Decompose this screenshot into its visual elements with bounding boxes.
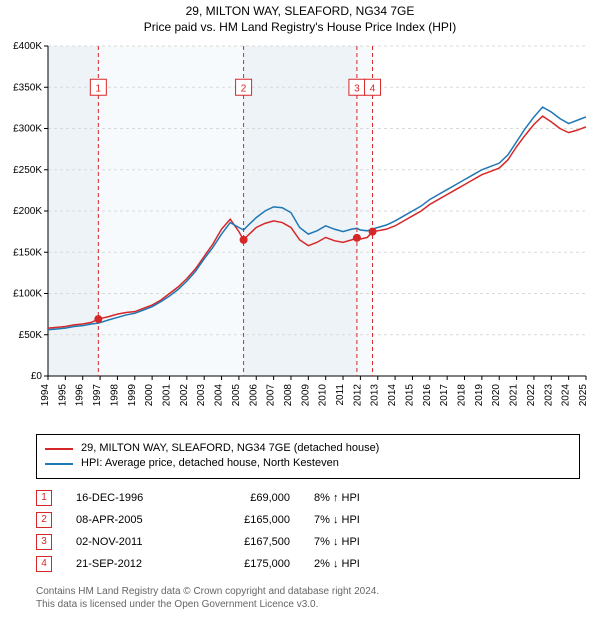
chart-legend: 29, MILTON WAY, SLEAFORD, NG34 7GE (deta… (36, 434, 580, 479)
chart-title-block: 29, MILTON WAY, SLEAFORD, NG34 7GE Price… (0, 0, 600, 36)
svg-text:1994: 1994 (40, 384, 51, 407)
svg-text:2021: 2021 (509, 384, 520, 407)
svg-text:1997: 1997 (92, 384, 103, 407)
svg-text:1: 1 (96, 83, 102, 94)
svg-text:1998: 1998 (109, 384, 120, 407)
event-marker-icon: 3 (36, 534, 52, 550)
legend-label: HPI: Average price, detached house, Nort… (81, 456, 339, 471)
legend-item-price: 29, MILTON WAY, SLEAFORD, NG34 7GE (deta… (45, 441, 571, 456)
svg-text:£200K: £200K (13, 206, 42, 217)
attribution-footer: Contains HM Land Registry data © Crown c… (36, 585, 580, 611)
svg-text:2015: 2015 (404, 384, 415, 407)
svg-text:2014: 2014 (387, 384, 398, 407)
event-price: £167,500 (210, 536, 290, 548)
event-marker-icon: 1 (36, 490, 52, 506)
footer-line: Contains HM Land Registry data © Crown c… (36, 585, 580, 598)
svg-text:2024: 2024 (561, 384, 572, 407)
svg-text:£0: £0 (31, 371, 43, 382)
sale-event-row: 3 02-NOV-2011 £167,500 7% ↓ HPI (36, 531, 580, 553)
legend-label: 29, MILTON WAY, SLEAFORD, NG34 7GE (deta… (81, 441, 379, 456)
svg-text:£400K: £400K (13, 41, 42, 52)
svg-text:£350K: £350K (13, 82, 42, 93)
event-diff: 7% ↓ HPI (314, 536, 394, 548)
svg-text:2011: 2011 (335, 384, 346, 406)
svg-text:2025: 2025 (578, 384, 589, 407)
svg-text:2023: 2023 (543, 384, 554, 407)
svg-text:2004: 2004 (214, 384, 225, 407)
svg-text:2006: 2006 (248, 384, 259, 407)
event-price: £165,000 (210, 514, 290, 526)
svg-text:£250K: £250K (13, 165, 42, 176)
svg-text:2010: 2010 (318, 384, 329, 407)
svg-text:2002: 2002 (179, 384, 190, 407)
svg-text:2008: 2008 (283, 384, 294, 407)
svg-text:2019: 2019 (474, 384, 485, 407)
event-date: 16-DEC-1996 (76, 492, 186, 504)
svg-text:2022: 2022 (526, 384, 537, 407)
svg-text:1995: 1995 (57, 384, 68, 407)
footer-line: This data is licensed under the Open Gov… (36, 598, 580, 611)
sale-event-row: 4 21-SEP-2012 £175,000 2% ↓ HPI (36, 553, 580, 575)
legend-swatch-hpi (45, 463, 73, 465)
svg-text:2012: 2012 (352, 384, 363, 407)
event-diff: 8% ↑ HPI (314, 492, 394, 504)
svg-text:2005: 2005 (231, 384, 242, 407)
svg-text:£300K: £300K (13, 124, 42, 135)
svg-text:£50K: £50K (19, 330, 43, 341)
event-diff: 7% ↓ HPI (314, 514, 394, 526)
svg-text:2: 2 (241, 83, 247, 94)
svg-text:£150K: £150K (13, 247, 42, 258)
svg-text:2016: 2016 (422, 384, 433, 407)
svg-text:1996: 1996 (75, 384, 86, 407)
svg-text:2009: 2009 (300, 384, 311, 407)
svg-text:2000: 2000 (144, 384, 155, 407)
event-date: 21-SEP-2012 (76, 558, 186, 570)
title-sub: Price paid vs. HM Land Registry's House … (0, 20, 600, 34)
svg-text:2003: 2003 (196, 384, 207, 407)
legend-swatch-price (45, 448, 73, 450)
sale-event-row: 1 16-DEC-1996 £69,000 8% ↑ HPI (36, 487, 580, 509)
svg-text:2007: 2007 (266, 384, 277, 407)
svg-text:3: 3 (354, 83, 360, 94)
svg-text:2001: 2001 (161, 384, 172, 407)
legend-item-hpi: HPI: Average price, detached house, Nort… (45, 456, 571, 471)
svg-text:£100K: £100K (13, 289, 42, 300)
svg-text:2018: 2018 (457, 384, 468, 407)
event-price: £175,000 (210, 558, 290, 570)
event-price: £69,000 (210, 492, 290, 504)
event-marker-icon: 4 (36, 556, 52, 572)
event-date: 02-NOV-2011 (76, 536, 186, 548)
sale-events-table: 1 16-DEC-1996 £69,000 8% ↑ HPI 2 08-APR-… (36, 487, 580, 575)
title-main: 29, MILTON WAY, SLEAFORD, NG34 7GE (0, 4, 600, 18)
svg-text:4: 4 (370, 83, 376, 94)
event-date: 08-APR-2005 (76, 514, 186, 526)
svg-text:1999: 1999 (127, 384, 138, 407)
svg-text:2013: 2013 (370, 384, 381, 407)
price-chart: £0 £50K £100K £150K £200K £250K £300K £350K £400… (0, 36, 600, 428)
event-diff: 2% ↓ HPI (314, 558, 394, 570)
svg-text:2020: 2020 (491, 384, 502, 407)
event-marker-icon: 2 (36, 512, 52, 528)
sale-event-row: 2 08-APR-2005 £165,000 7% ↓ HPI (36, 509, 580, 531)
svg-text:2017: 2017 (439, 384, 450, 407)
